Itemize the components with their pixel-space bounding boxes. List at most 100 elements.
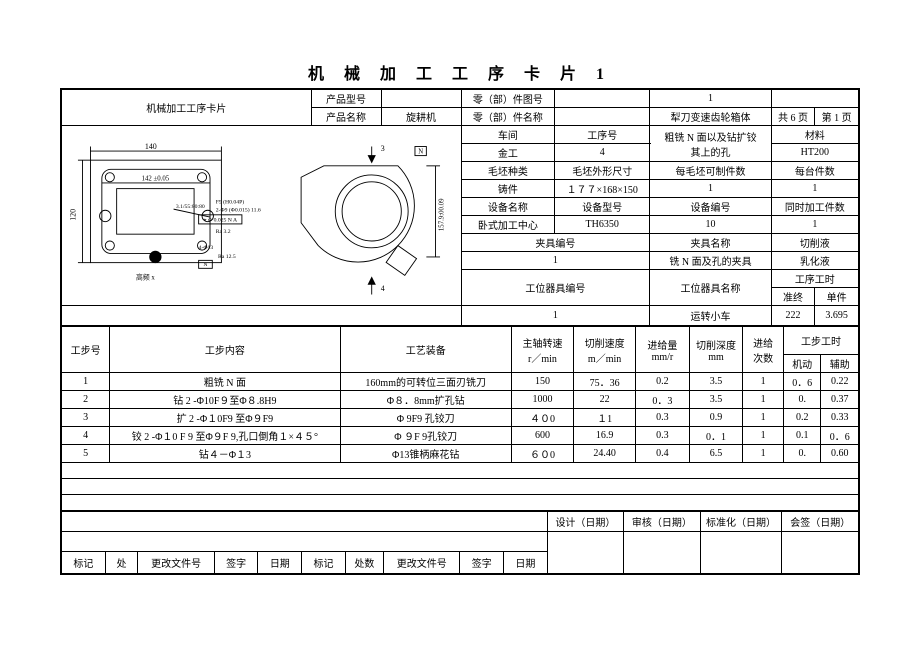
station-name-label: 工位器具名称	[650, 270, 771, 306]
svg-text:157.9:00.09: 157.9:00.09	[438, 198, 445, 231]
mark2-label: 标记	[302, 552, 346, 574]
process-no-label: 工序号	[555, 126, 650, 144]
station-no-label: 工位器具编号	[461, 270, 650, 306]
prep-time: 222	[771, 306, 815, 326]
svg-text:Ra 3.2: Ra 3.2	[216, 229, 231, 235]
blank-dim-label: 毛坯外形尺寸	[555, 162, 650, 180]
footer-blank	[62, 512, 548, 532]
table-row: 1粗铣 N 面160mm的可转位三面刃铣刀15075．360.23.510．60…	[62, 373, 859, 391]
cell-spindle: ４０0	[511, 409, 573, 427]
svg-text:3.1/55:80:80: 3.1/55:80:80	[176, 204, 205, 210]
cell-tool: Φ 9F9 孔铰刀	[340, 409, 511, 427]
col-content: 工步内容	[110, 327, 340, 373]
blank-type-label: 毛坯种类	[461, 162, 555, 180]
svg-text:高频 x: 高频 x	[136, 273, 155, 282]
cell-feeds: 1	[743, 373, 784, 391]
product-model	[381, 90, 461, 108]
cell-spindle: ６０0	[511, 445, 573, 463]
design-label: 设计（日期）	[547, 512, 623, 532]
cell-depth: 0．1	[689, 427, 743, 445]
col-speed: 切削速度 m／min	[574, 327, 636, 373]
date-label: 日期	[258, 552, 302, 574]
cell-no: 3	[62, 409, 110, 427]
work-time-label: 工序工时	[771, 270, 858, 288]
steps-table: 工步号 工步内容 工艺装备 主轴转速 r／min 切削速度 m／min 进给量 …	[61, 326, 859, 511]
svg-text:Ra 12.5: Ra 12.5	[218, 254, 236, 260]
footer-table: 设计（日期） 审核（日期） 标准化（日期） 会签（日期） 标记 处 更改文件号 …	[61, 511, 859, 574]
col-feed: 进给量 mm/r	[636, 327, 690, 373]
place-label: 处	[105, 552, 138, 574]
unit-time: 3.695	[815, 306, 859, 326]
diagram-cell: 140 142 ±0.05 120 3.1/55:80:80 F9 (H0.04…	[62, 126, 462, 306]
svg-text:4-Φ13: 4-Φ13	[199, 245, 214, 251]
fixture-no: 1	[461, 252, 650, 270]
cell-speed: 24.40	[574, 445, 636, 463]
date2-label: 日期	[504, 552, 548, 574]
blank-tr	[771, 90, 858, 108]
fixture-name-label: 夹具名称	[650, 234, 771, 252]
card-name: 机械加工工序卡片	[62, 90, 312, 126]
cell-feeds: 1	[743, 409, 784, 427]
design-val	[547, 532, 623, 574]
col-aux: 辅助	[821, 355, 859, 373]
cell-content: 扩 2 -Φ１0F9 至Φ９F9	[110, 409, 340, 427]
change-doc2-label: 更改文件号	[384, 552, 460, 574]
blank-row	[62, 463, 859, 479]
cell-tool: 160mm的可转位三面刃铣刀	[340, 373, 511, 391]
review-val	[624, 532, 700, 574]
cell-content: 钻４－Φ１3	[110, 445, 340, 463]
cell-mech: 0.1	[783, 427, 820, 445]
cell-no: 1	[62, 373, 110, 391]
col-spindle: 主轴转速 r／min	[511, 327, 573, 373]
equip-name-label: 设备名称	[461, 198, 555, 216]
mark-label: 标记	[62, 552, 106, 574]
process-card: 机械加工工序卡片 产品型号 零（部）件图号 1 产品名称 旋耕机 零（部）件名称…	[60, 88, 860, 575]
cell-aux: 0.33	[821, 409, 859, 427]
material-label: 材料	[771, 126, 858, 144]
part-name-label: 零（部）件名称	[461, 108, 555, 126]
table-row: 3扩 2 -Φ１0F9 至Φ９F9Φ 9F9 孔铰刀４０0１10.30.910.…	[62, 409, 859, 427]
cell-feeds: 1	[743, 427, 784, 445]
standard-val	[700, 532, 782, 574]
footer-blank2	[62, 532, 548, 552]
blank-type: 铸件	[461, 180, 555, 198]
change-doc-label: 更改文件号	[138, 552, 214, 574]
col-mech: 机动	[783, 355, 820, 373]
svg-text:4: 4	[381, 284, 385, 293]
cell-spindle: 1000	[511, 391, 573, 409]
svg-text:F9 (H0.04P): F9 (H0.04P)	[216, 198, 245, 205]
cell-feed: 0.4	[636, 445, 690, 463]
svg-text:2-Φ9 (Φ0.015) 11.6: 2-Φ9 (Φ0.015) 11.6	[216, 206, 261, 213]
cell-feeds: 1	[743, 445, 784, 463]
cell-depth: 3.5	[689, 373, 743, 391]
sign-val	[782, 532, 859, 574]
col-tooling: 工艺装备	[340, 327, 511, 373]
cell-feed: 0.3	[636, 409, 690, 427]
process-name: 粗铣 N 面以及钻扩铰 其上的孔	[650, 126, 771, 162]
diagram-bottom	[62, 306, 462, 326]
product-name-label: 产品名称	[311, 108, 381, 126]
blank-row	[62, 479, 859, 495]
review-label: 审核（日期）	[624, 512, 700, 532]
cell-depth: 6.5	[689, 445, 743, 463]
equip-model: TH6350	[555, 216, 650, 234]
component: 犁刀变速齿轮箱体	[650, 108, 771, 126]
table-row: 2钻 2 -Φ10F９至Φ８.8H9Φ８．8mm扩孔钻1000220．33.51…	[62, 391, 859, 409]
signature2-label: 签字	[460, 552, 504, 574]
page-no: 第 1 页	[815, 108, 859, 126]
cell-depth: 3.5	[689, 391, 743, 409]
product-model-label: 产品型号	[311, 90, 381, 108]
cell-tool: Φ13锥柄麻花钻	[340, 445, 511, 463]
cell-content: 粗铣 N 面	[110, 373, 340, 391]
cell-no: 5	[62, 445, 110, 463]
col-depth: 切削深度 mm	[689, 327, 743, 373]
signature-label: 签字	[214, 552, 258, 574]
cell-aux: 0.60	[821, 445, 859, 463]
workshop-label: 车间	[461, 126, 555, 144]
cell-mech: 0．6	[783, 373, 820, 391]
pages-total: 共 6 页	[771, 108, 815, 126]
blank-row	[62, 495, 859, 511]
cell-spindle: 600	[511, 427, 573, 445]
cell-spindle: 150	[511, 373, 573, 391]
cell-tool: Φ８．8mm扩孔钻	[340, 391, 511, 409]
